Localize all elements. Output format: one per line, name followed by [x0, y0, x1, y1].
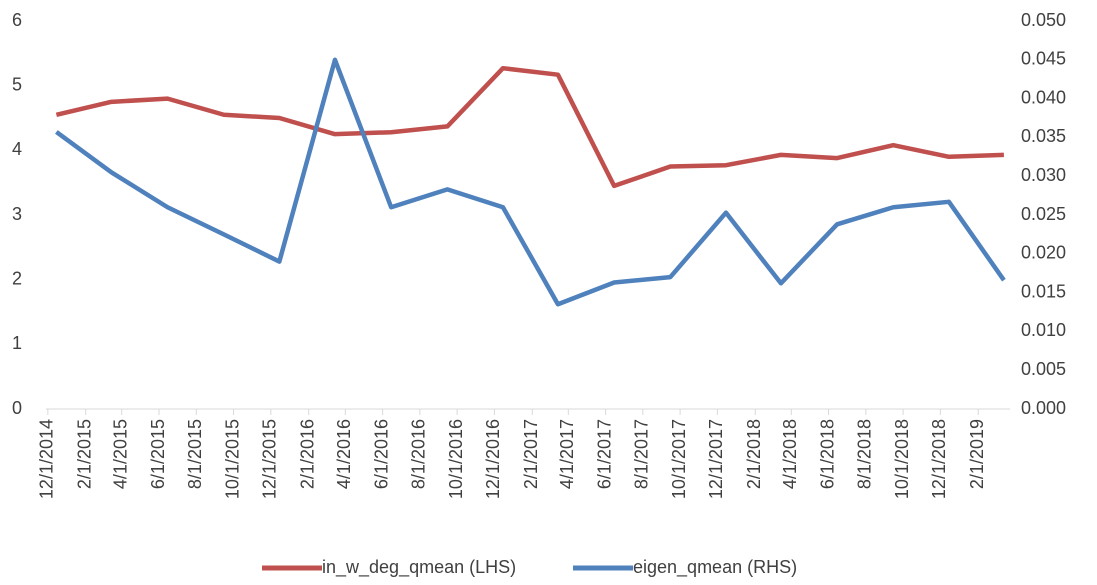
x-tick-label: 4/1/2016	[334, 419, 354, 489]
y2-tick-label: 0.050	[1021, 10, 1066, 30]
x-tick-label: 2/1/2019	[967, 419, 987, 489]
y-tick-label: 2	[12, 268, 22, 288]
x-tick-label: 6/1/2016	[371, 419, 391, 489]
x-tick-label: 10/1/2017	[669, 419, 689, 499]
y2-tick-label: 0.035	[1021, 126, 1066, 146]
y2-tick-label: 0.020	[1021, 243, 1066, 263]
x-tick-label: 6/1/2015	[148, 419, 168, 489]
x-tick-label: 2/1/2016	[297, 419, 317, 489]
y2-tick-label: 0.030	[1021, 165, 1066, 185]
y2-tick-label: 0.045	[1021, 49, 1066, 69]
y2-tick-label: 0.005	[1021, 359, 1066, 379]
x-tick-label: 8/1/2016	[409, 419, 429, 489]
x-tick-label: 6/1/2018	[817, 419, 837, 489]
x-tick-label: 2/1/2015	[74, 419, 94, 489]
y-tick-label: 1	[12, 333, 22, 353]
y-tick-label: 3	[12, 204, 22, 224]
x-tick-label: 6/1/2017	[594, 419, 614, 489]
x-tick-label: 10/1/2018	[892, 419, 912, 499]
line-series	[55, 65, 1004, 189]
x-tick-label: 8/1/2017	[632, 419, 652, 489]
y-tick-label: 4	[12, 139, 22, 159]
x-tick-label: 2/1/2018	[744, 419, 764, 489]
x-tick-label: 10/1/2016	[446, 419, 466, 499]
x-tick-label: 8/1/2018	[855, 419, 875, 489]
x-tick-label: 4/1/2015	[111, 419, 131, 489]
y2-tick-label: 0.025	[1021, 204, 1066, 224]
legend-label: in_w_deg_qmean (LHS)	[322, 557, 516, 578]
y2-tick-label: 0.040	[1021, 87, 1066, 107]
y2-tick-label: 0.015	[1021, 281, 1066, 301]
x-tick-label: 10/1/2015	[222, 419, 242, 499]
y-tick-label: 5	[12, 74, 22, 94]
x-tick-label: 12/1/2018	[929, 419, 949, 499]
x-tick-label: 8/1/2015	[185, 419, 205, 489]
legend-label: eigen_qmean (RHS)	[633, 557, 797, 578]
x-tick-label: 2/1/2017	[521, 419, 541, 489]
x-tick-label: 12/1/2014	[37, 419, 57, 499]
y-tick-label: 6	[12, 10, 22, 30]
y2-tick-label: 0.010	[1021, 320, 1066, 340]
line-series	[55, 57, 1006, 307]
x-tick-label: 12/1/2015	[260, 419, 280, 499]
y2-tick-label: 0.000	[1021, 398, 1066, 418]
x-tick-label: 12/1/2016	[483, 419, 503, 499]
y-tick-label: 0	[12, 398, 22, 418]
x-tick-label: 12/1/2017	[706, 419, 726, 499]
x-tick-label: 4/1/2018	[780, 419, 800, 489]
x-tick-label: 4/1/2017	[557, 419, 577, 489]
